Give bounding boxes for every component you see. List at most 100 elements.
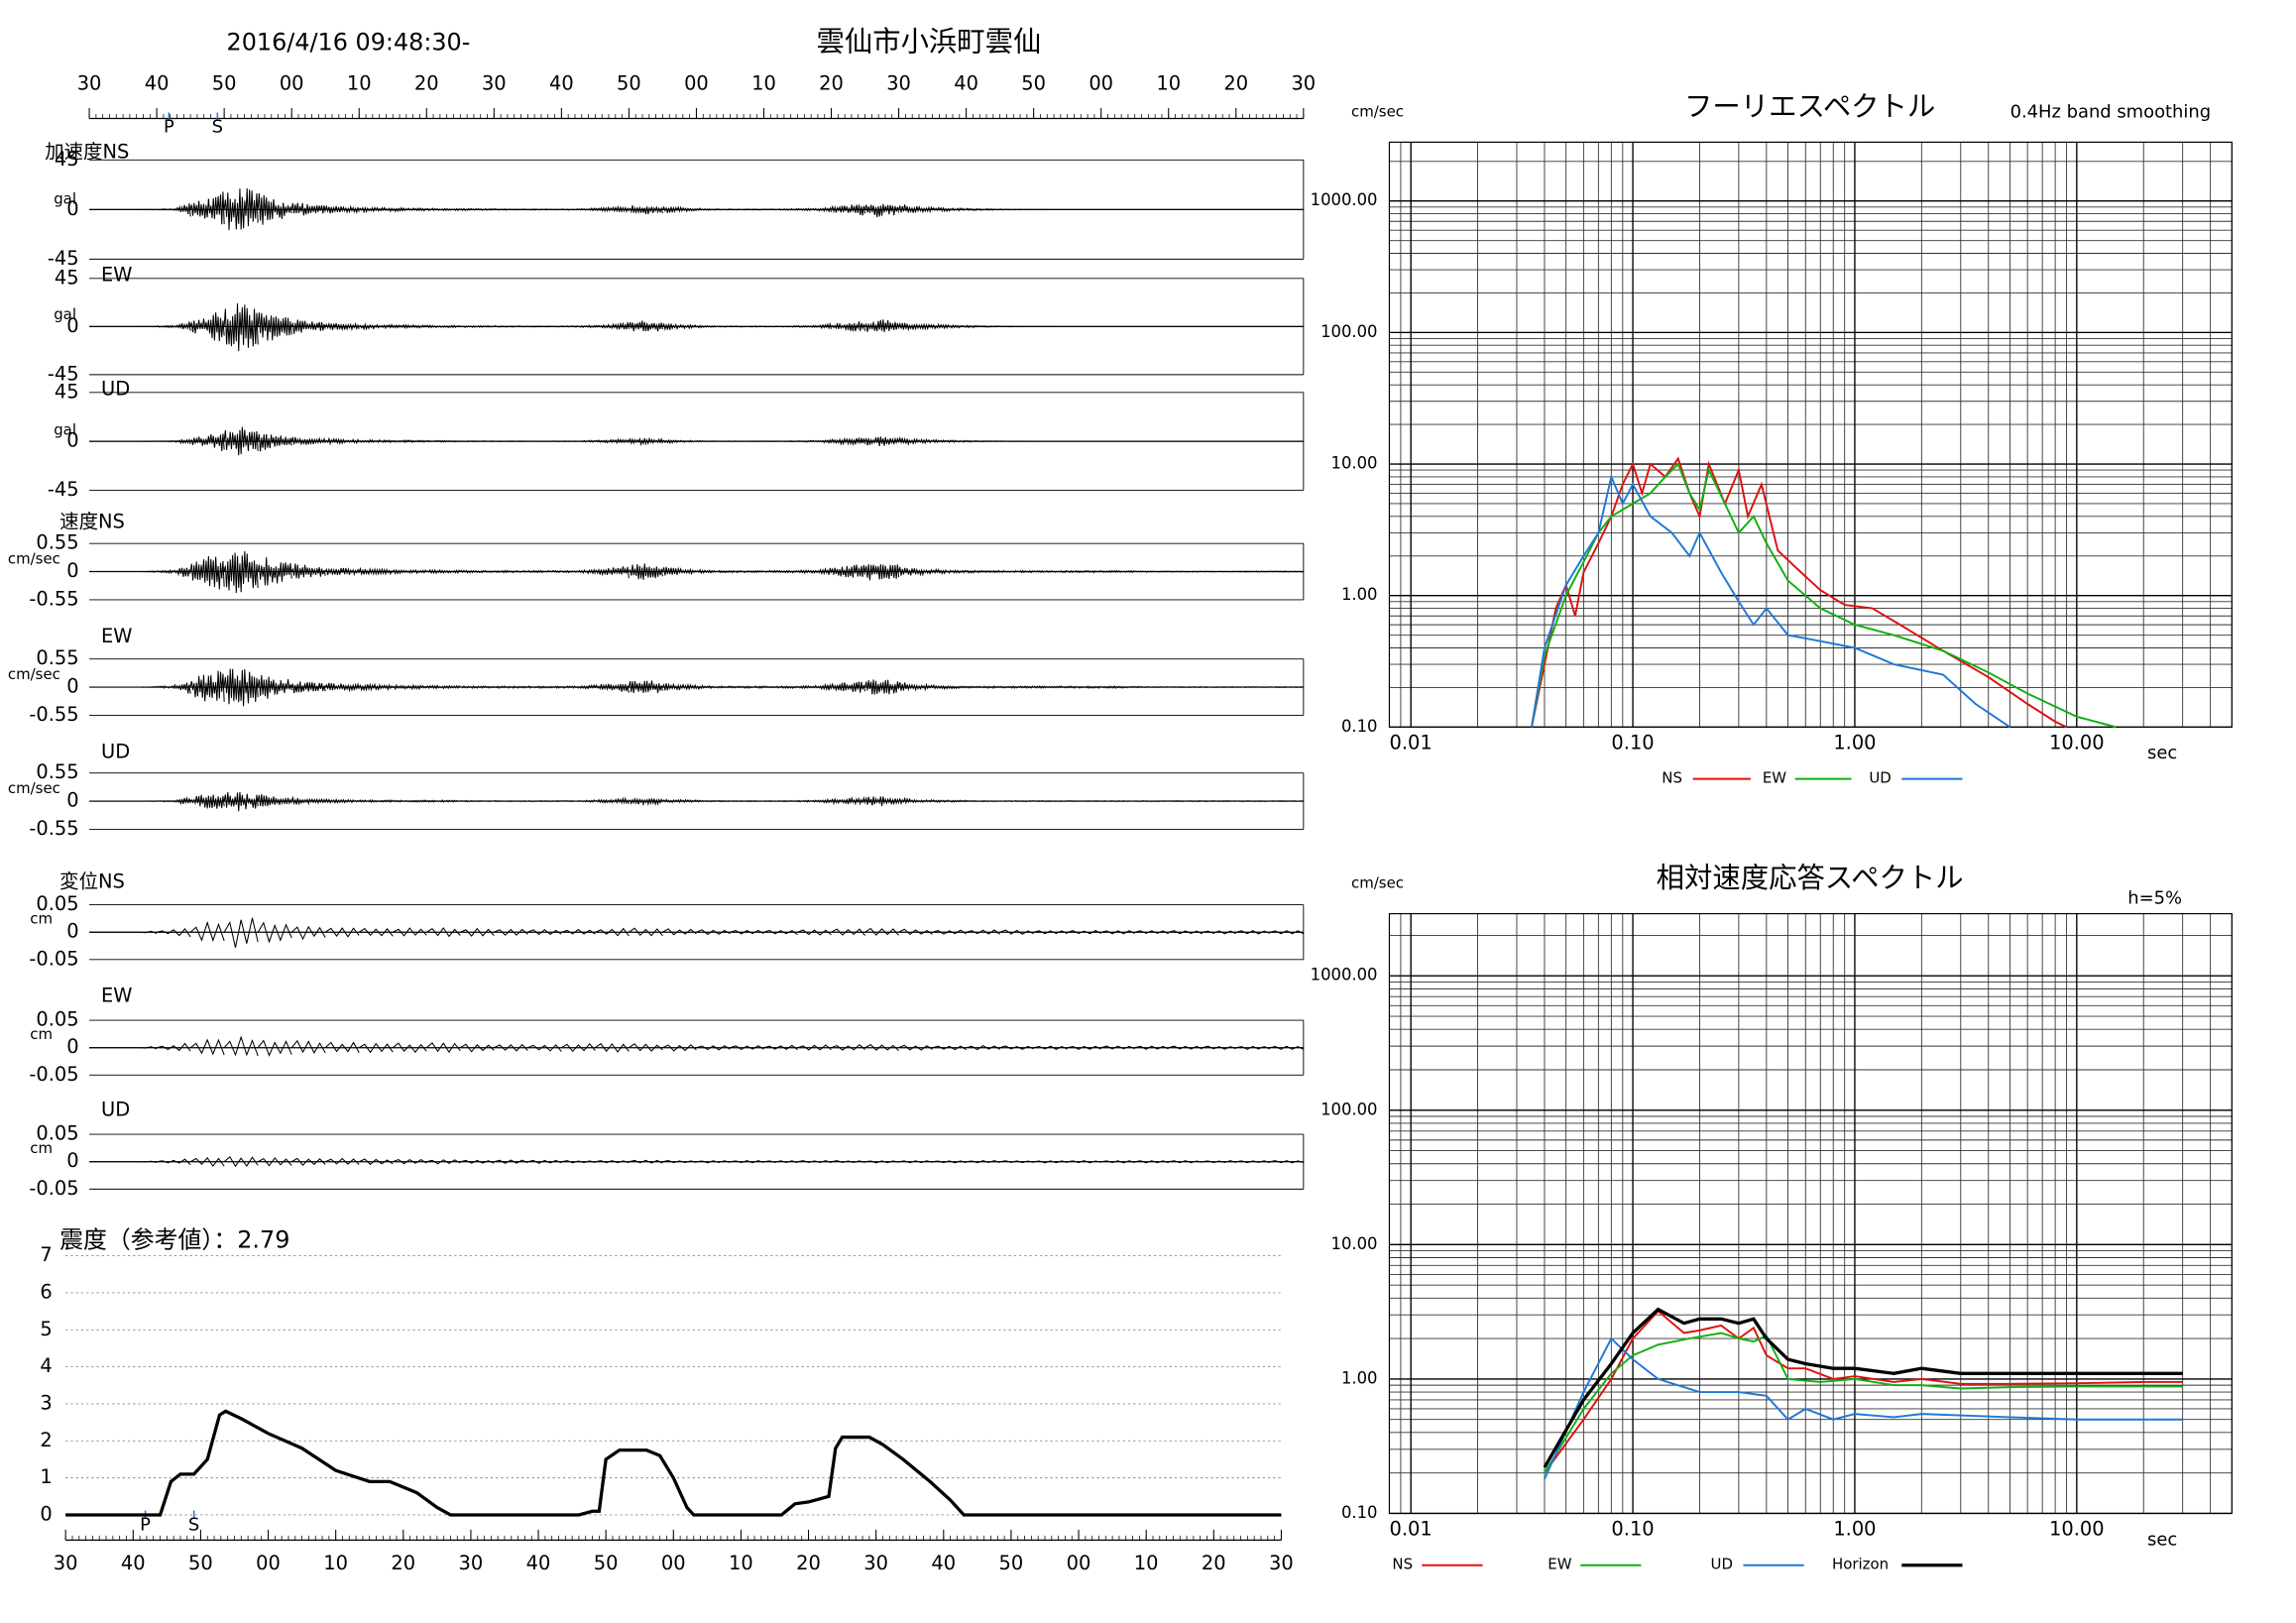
waveform-segment — [527, 1159, 562, 1164]
waveform-segment — [966, 439, 1000, 443]
y-tick-label: 0 — [66, 559, 78, 582]
waveform-segment — [595, 796, 630, 805]
waveform-segment — [1202, 1045, 1236, 1050]
waveform-segment — [628, 320, 663, 332]
waveform-segment — [223, 791, 259, 812]
waveform-segment — [494, 685, 528, 689]
x-tick-label: 10 — [729, 1552, 753, 1574]
waveform-segment — [932, 799, 968, 804]
waveform-segment — [696, 684, 731, 691]
waveform-segment — [157, 1158, 191, 1166]
waveform-segment — [257, 674, 292, 699]
x-tick-label: 0.10 — [1611, 731, 1654, 754]
waveform-segment — [123, 685, 158, 689]
x-tick-label: 30 — [886, 72, 911, 95]
y-tick-label: -45 — [48, 362, 79, 385]
waveform-segment — [898, 1160, 933, 1164]
y-tick-label: 0 — [66, 920, 78, 943]
waveform-segment — [628, 680, 663, 694]
x-tick-label: 30 — [1269, 1552, 1294, 1574]
waveform-segment — [999, 440, 1034, 442]
waveform-segment — [1100, 1160, 1135, 1164]
x-tick-label: 10.00 — [2049, 731, 2105, 754]
waveform-segment — [1067, 1045, 1101, 1050]
waveform-segment — [494, 799, 528, 803]
waveform-segment — [864, 564, 900, 581]
waveform-segment — [460, 1159, 495, 1164]
waveform-segment — [1202, 930, 1236, 935]
waveform-segment — [561, 567, 596, 575]
waveform-segment — [797, 321, 833, 330]
waveform-segment — [797, 567, 833, 576]
spectrum-line — [1543, 1307, 2183, 1468]
waveform-segment — [661, 566, 697, 576]
y-tick-label: 0.05 — [36, 892, 78, 915]
waveform-segment — [864, 679, 900, 695]
chart-title: 相対速度応答スペクトル — [1657, 862, 1964, 894]
y-tick-label: 0.55 — [36, 531, 78, 554]
y-tick-label: 100.00 — [1320, 322, 1377, 341]
y-tick-label: -0.55 — [29, 817, 78, 840]
x-tick-label: 00 — [280, 72, 304, 95]
y-tick-label: 0.55 — [36, 646, 78, 669]
x-tick-label: 20 — [391, 1552, 415, 1574]
waveform-segment — [425, 684, 461, 690]
waveform-segment — [1033, 1045, 1068, 1050]
waveform-segment — [123, 1046, 158, 1050]
waveform-segment — [1033, 930, 1068, 935]
waveform-segment — [426, 1159, 461, 1165]
waveform-segment — [1100, 685, 1136, 689]
waveform-segment — [561, 439, 596, 443]
waveform-segment — [460, 439, 495, 443]
y-tick-label: 0.05 — [36, 1122, 78, 1145]
x-tick-label: 20 — [414, 72, 439, 95]
waveform-segment — [797, 206, 833, 213]
waveform-segment — [898, 436, 933, 446]
waveform-segment — [156, 437, 191, 445]
trace-unit: cm — [30, 1139, 53, 1157]
waveform-segment — [696, 568, 731, 575]
waveform-segment — [1067, 1160, 1101, 1164]
x-tick-label: 00 — [256, 1552, 281, 1574]
waveform-segment — [561, 799, 596, 803]
waveform-segment — [797, 929, 832, 936]
waveform-segment — [730, 325, 764, 328]
y-tick-label: 1 — [40, 1465, 52, 1488]
waveform-segment — [393, 927, 427, 937]
waveform-segment — [932, 567, 968, 575]
waveform-segment — [223, 426, 259, 456]
waveform-segment — [966, 1044, 1000, 1051]
phase-label: P — [164, 116, 174, 137]
x-tick-label: 50 — [1021, 72, 1046, 95]
annotation: h=5% — [2127, 888, 2182, 909]
waveform-segment — [730, 1045, 764, 1051]
waveform-segment — [290, 795, 326, 806]
waveform-segment — [290, 563, 326, 579]
waveform-segment — [358, 682, 394, 692]
waveform-segment — [123, 570, 158, 573]
waveform-segment — [898, 321, 934, 332]
waveform-segment — [1100, 799, 1135, 803]
waveform-segment — [392, 568, 427, 575]
y-tick-label: 4 — [40, 1354, 52, 1377]
x-tick-label: 30 — [54, 1552, 78, 1574]
waveform-segment — [1235, 930, 1271, 935]
waveform-segment — [1202, 570, 1236, 573]
waveform-segment — [426, 799, 461, 803]
waveform-segment — [494, 569, 528, 574]
waveform-segment — [831, 321, 866, 332]
waveform-segment — [932, 438, 967, 444]
waveform-segment — [898, 928, 933, 936]
waveform-segment — [257, 557, 292, 586]
legend-label: NS — [1392, 1556, 1413, 1573]
waveform-segment — [527, 208, 562, 211]
y-tick-label: 1000.00 — [1311, 966, 1378, 985]
waveform-segment — [425, 439, 461, 443]
x-tick-label: 0.01 — [1390, 731, 1433, 754]
waveform-segment — [123, 208, 158, 211]
waveform-segment — [831, 1160, 865, 1164]
waveform-segment — [966, 324, 1000, 329]
waveform-segment — [189, 556, 225, 590]
phase-label: S — [212, 116, 223, 137]
